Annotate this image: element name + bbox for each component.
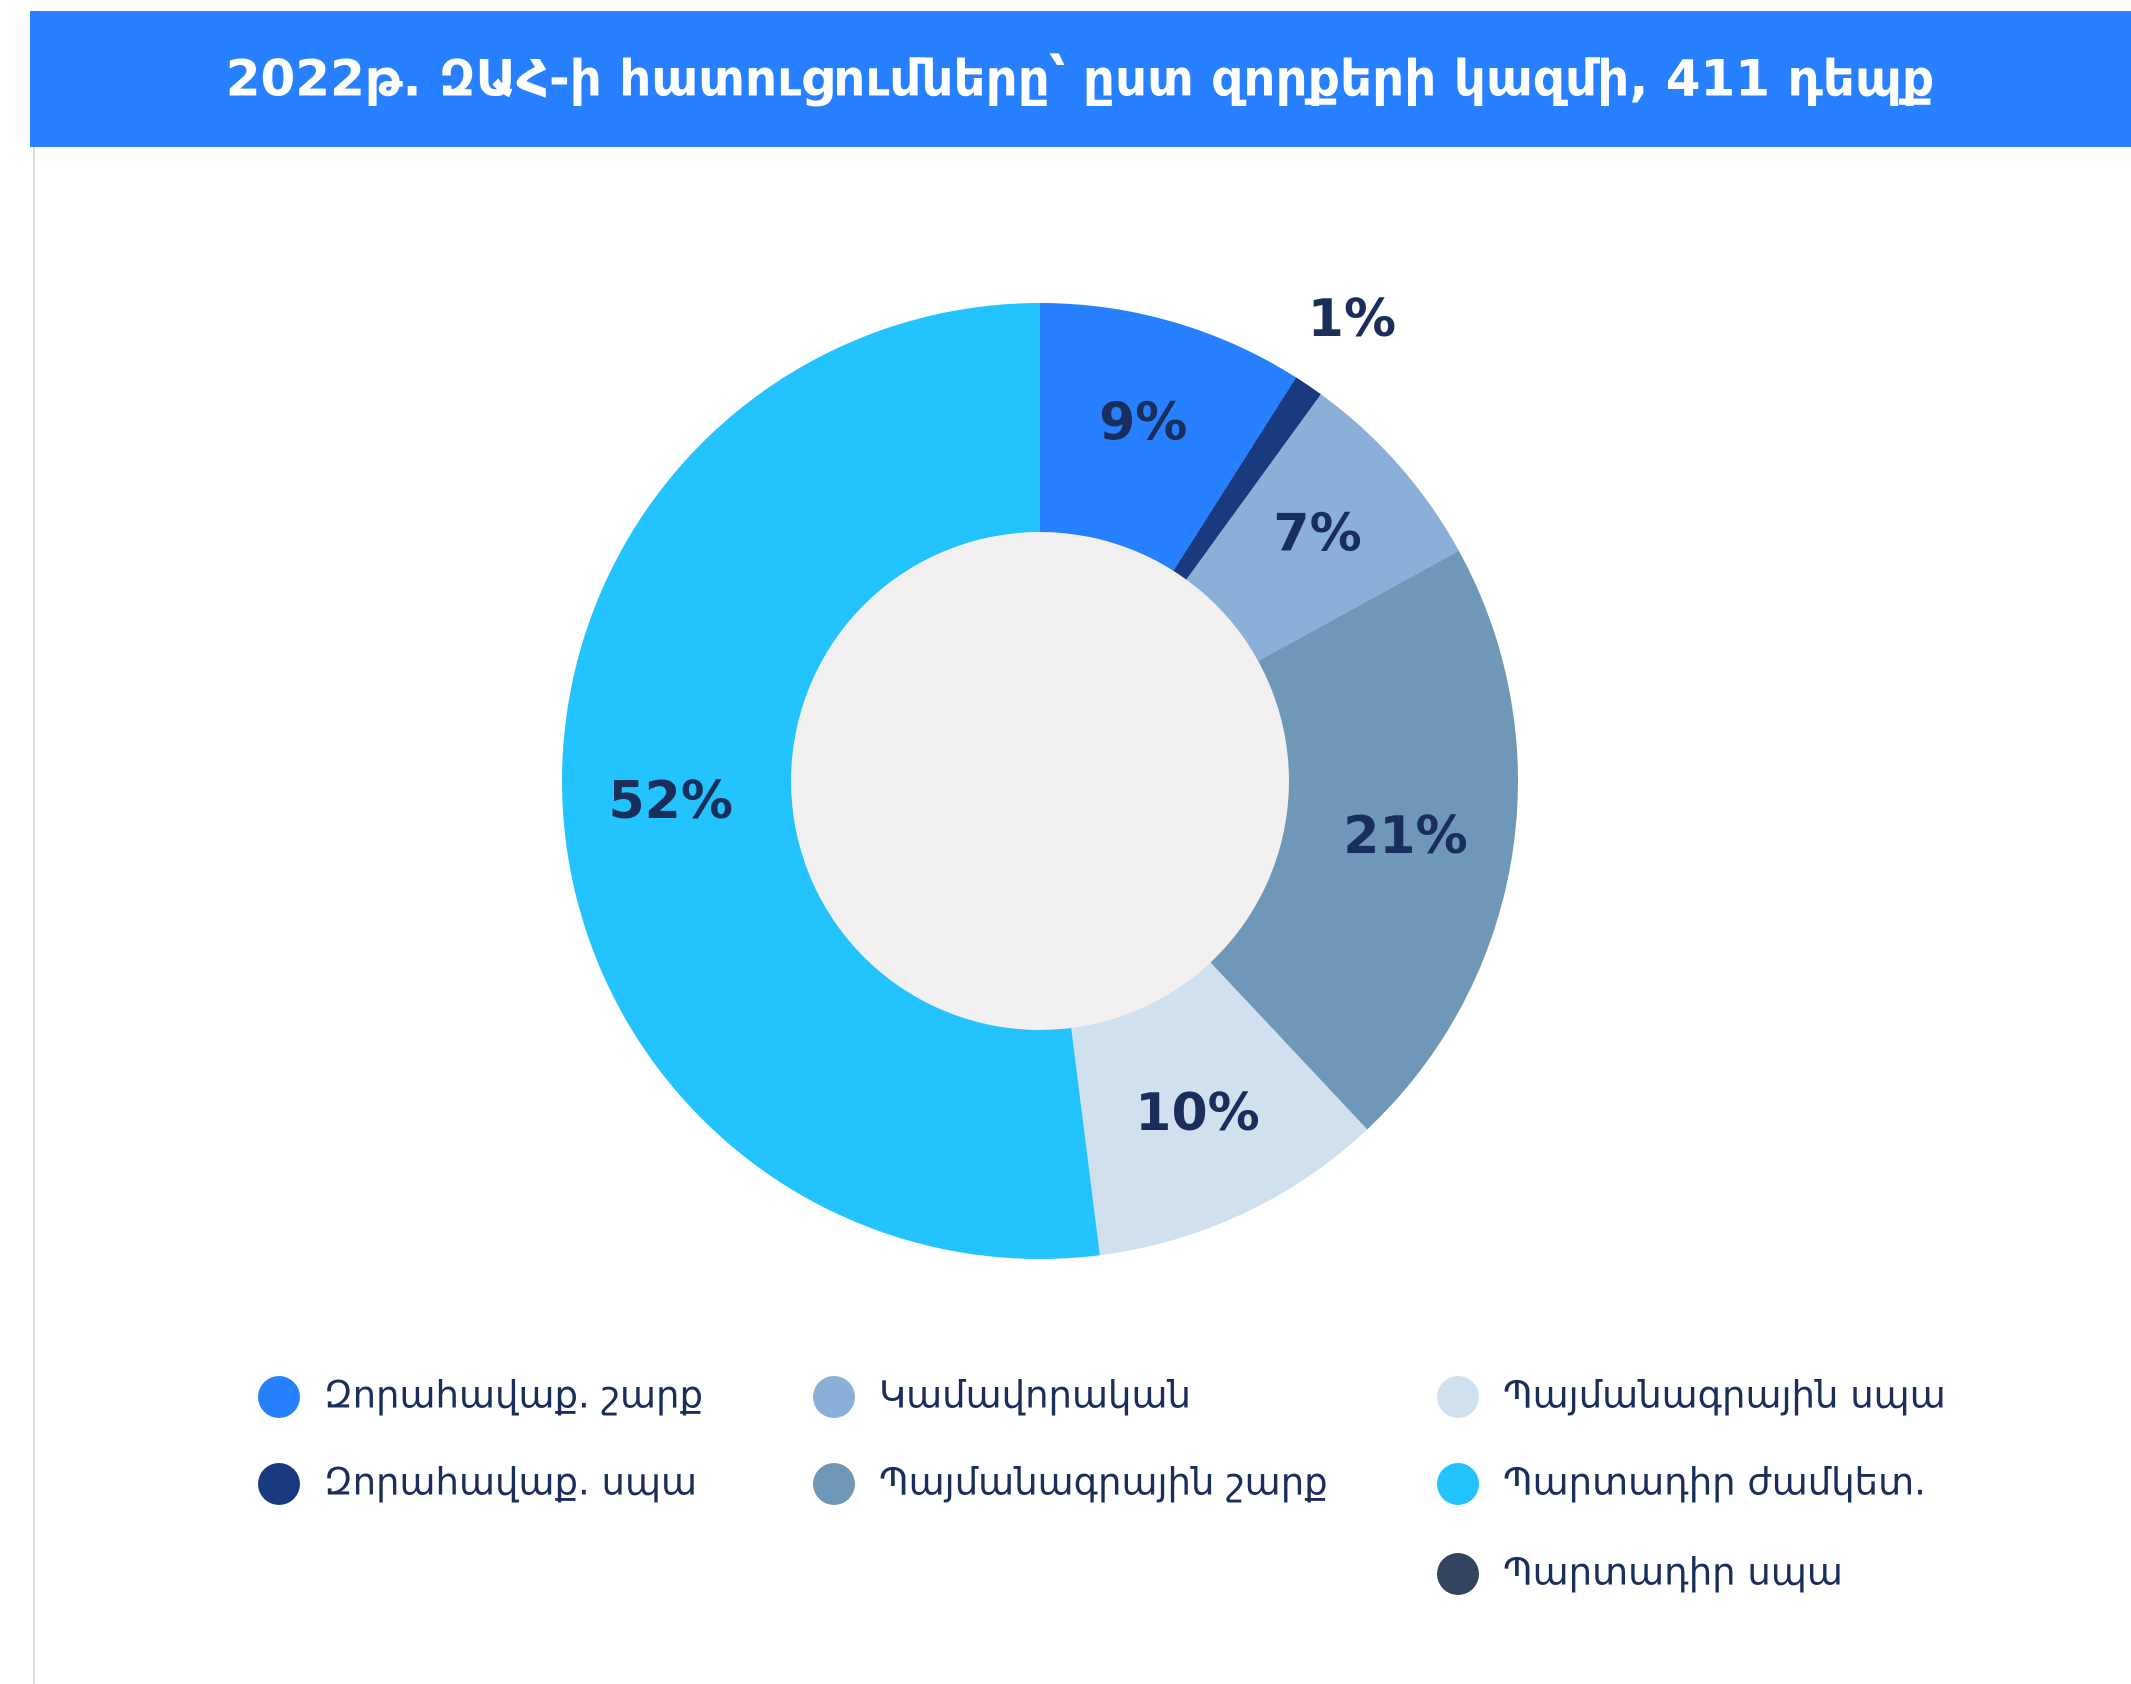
donut-hole xyxy=(791,532,1289,1030)
data-label: 1% xyxy=(1308,289,1396,349)
legend-label: Կամավորական xyxy=(879,1374,1191,1417)
legend-marker xyxy=(1437,1553,1479,1595)
data-label: 10% xyxy=(1135,1083,1259,1143)
legend-marker xyxy=(258,1376,300,1418)
legend-marker xyxy=(1437,1376,1479,1418)
data-label: 52% xyxy=(608,771,732,831)
data-label: 7% xyxy=(1273,503,1361,563)
legend-marker xyxy=(813,1463,855,1505)
legend-marker xyxy=(813,1376,855,1418)
data-label: 9% xyxy=(1099,393,1187,453)
chart-title: 2022թ. ԶԱՀ-ի հատուցումները՝ ըստ զորքերի … xyxy=(226,50,1935,108)
legend-label: Զորահավաք. շարք xyxy=(324,1374,703,1417)
legend-label: Պարտադիր սպա xyxy=(1503,1551,1843,1594)
legend-label: Պարտադիր ժամկետ. xyxy=(1503,1461,1926,1504)
title-bar xyxy=(30,11,2131,147)
legend-marker xyxy=(1437,1463,1479,1505)
data-label: 21% xyxy=(1343,806,1467,866)
legend-label: Պայմանագրային սպա xyxy=(1503,1374,1946,1417)
legend-label: Զորահավաք. սպա xyxy=(324,1461,697,1504)
legend-label: Պայմանագրային շարք xyxy=(879,1461,1328,1504)
legend-marker xyxy=(258,1463,300,1505)
